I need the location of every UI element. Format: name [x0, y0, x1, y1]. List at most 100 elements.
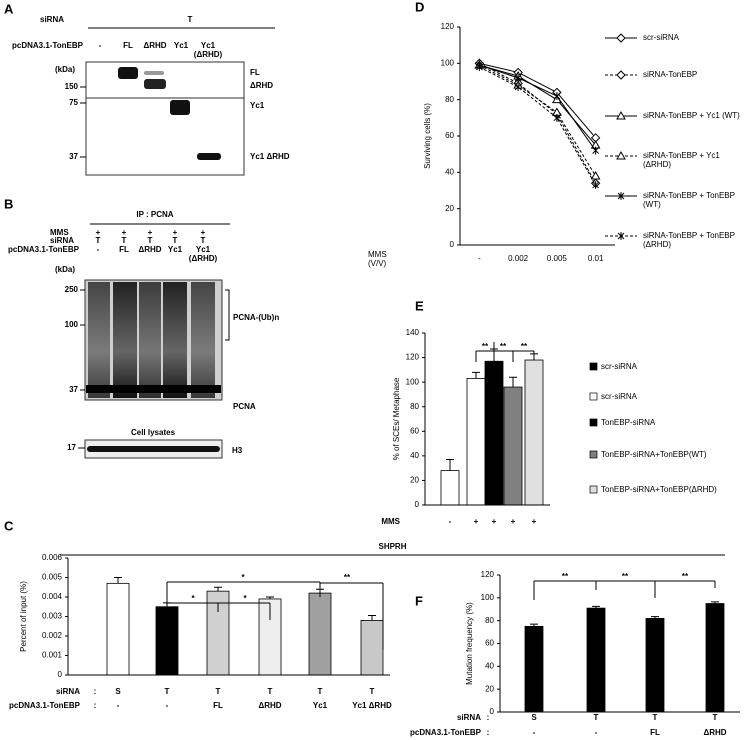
lane-label: +	[173, 228, 178, 237]
lane-label: +	[96, 228, 101, 237]
marker-label: 37	[69, 385, 78, 394]
row-separator: :	[487, 728, 490, 737]
bracket	[225, 289, 230, 341]
error-bar	[214, 586, 222, 592]
row-value: +	[492, 517, 497, 526]
series-line	[479, 66, 597, 186]
significance-label: **	[622, 572, 629, 581]
row-value: T	[318, 687, 323, 696]
y-tick-label: 100	[441, 58, 455, 67]
panel-label: E	[415, 298, 424, 313]
row-label: siRNA	[40, 15, 64, 24]
legend-label: siRNA-TonEBP + Yc1 (ΔRHD)	[643, 151, 720, 169]
bar	[360, 620, 384, 676]
significance-label: **	[482, 342, 489, 351]
y-tick-label: 40	[410, 451, 419, 460]
row-label: MMS	[50, 228, 69, 237]
row-value: -	[533, 728, 536, 737]
lane-label: FL	[123, 41, 133, 50]
lane-label: +	[148, 228, 153, 237]
y-axis-label: Mutation frequency (%)	[465, 602, 474, 685]
lane-label: Yc1	[167, 245, 183, 254]
series-line	[479, 64, 597, 146]
band-label: PCNA	[233, 402, 256, 411]
lane-label: Yc1 (ΔRHD)	[188, 245, 218, 263]
series-line	[479, 64, 597, 177]
row-label: siRNA	[56, 687, 80, 696]
legend-label: scr-siRNA	[643, 33, 679, 42]
row-label: MMS	[381, 517, 400, 526]
bar	[155, 606, 179, 676]
legend-label: TonEBP-siRNA	[601, 418, 656, 427]
legend-label: siRNA-TonEBP + TonEBP (WT)	[643, 191, 735, 209]
lane-label: ΔRHD	[138, 245, 162, 254]
row-value: T	[268, 687, 273, 696]
series-line	[479, 62, 597, 139]
panel-label: B	[4, 196, 13, 211]
lane	[139, 282, 161, 398]
legend-label: siRNA-TonEBP	[643, 70, 698, 79]
legend-swatch	[589, 485, 598, 494]
y-tick-label: 20	[410, 476, 419, 485]
legend-marker	[616, 110, 626, 120]
bar	[308, 592, 332, 676]
significance-label: **	[682, 572, 689, 581]
y-tick-label: 80	[410, 402, 419, 411]
y-tick-label: 80	[445, 95, 454, 104]
row-value: Yc1	[313, 701, 328, 710]
error-bar	[509, 376, 517, 388]
x-tick-label: 0.01	[588, 254, 604, 263]
lane-label: FL	[119, 245, 129, 254]
band	[197, 153, 221, 160]
y-tick-label: 40	[485, 661, 494, 670]
row-value: T	[370, 687, 375, 696]
lane-label: Yc1	[173, 41, 189, 50]
lane-label: -	[96, 245, 100, 254]
y-tick-label: 20	[445, 204, 454, 213]
legend-label: siRNA-TonEBP + Yc1 (WT)	[643, 111, 740, 120]
y-tick-label: 0.002	[42, 631, 63, 640]
y-tick-label: 60	[410, 426, 419, 435]
y-tick-label: 120	[481, 570, 495, 579]
x-tick-label: 0.005	[547, 254, 568, 263]
row-value: T	[188, 15, 193, 24]
row-label: pcDNA3.1-TonEBP	[8, 245, 80, 254]
legend-marker	[616, 70, 626, 80]
error-bar	[592, 605, 600, 609]
row-value: FL	[650, 728, 660, 737]
kda-label: (kDa)	[55, 265, 75, 274]
y-tick-label: 0	[415, 500, 420, 509]
marker-label: 17	[67, 443, 76, 452]
bar	[484, 360, 504, 506]
series-line	[479, 64, 597, 151]
ip-label: IP : PCNA	[136, 210, 173, 219]
row-value: ΔRHD	[703, 728, 726, 737]
bar	[705, 603, 725, 713]
significance-label: *	[191, 594, 195, 603]
row-value: T	[713, 713, 718, 722]
lane-label: T	[148, 236, 153, 245]
y-tick-label: 40	[445, 167, 454, 176]
significance-label: *	[243, 594, 247, 603]
point	[514, 82, 522, 91]
point	[514, 73, 522, 82]
kda-label: (kDa)	[55, 65, 75, 74]
legend-label: TonEBP-siRNA+TonEBP(WT)	[601, 450, 707, 459]
row-value: -	[117, 701, 120, 710]
legend-swatch	[589, 392, 598, 401]
error-bar	[266, 596, 274, 599]
lane-label: T	[96, 236, 101, 245]
error-bar	[368, 615, 376, 621]
error-bar	[711, 601, 719, 604]
lane-label: ΔRHD	[143, 41, 167, 50]
point	[590, 170, 601, 180]
significance-label: **	[521, 342, 528, 351]
y-tick-label: 0	[490, 707, 495, 716]
y-tick-label: 0.001	[42, 651, 63, 660]
row-label: siRNA	[457, 713, 481, 722]
y-axis-label: Surviving cells (%)	[423, 103, 432, 169]
blot	[85, 97, 245, 176]
y-tick-label: 0.003	[42, 612, 63, 621]
row-separator: :	[94, 701, 97, 710]
